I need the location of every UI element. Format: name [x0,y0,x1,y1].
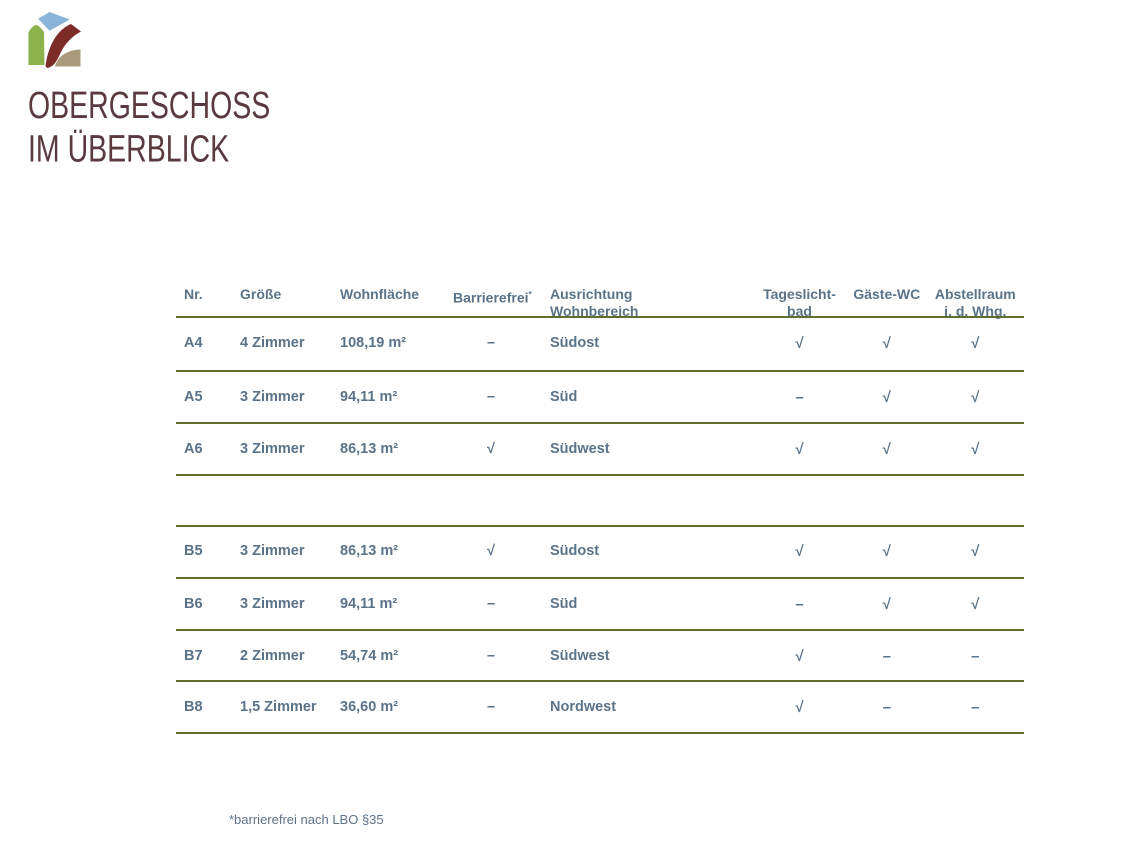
svg-text:OBERGESCHOSS: OBERGESCHOSS [28,85,270,127]
svg-text:IM ÜBERBLICK: IM ÜBERBLICK [28,129,230,171]
